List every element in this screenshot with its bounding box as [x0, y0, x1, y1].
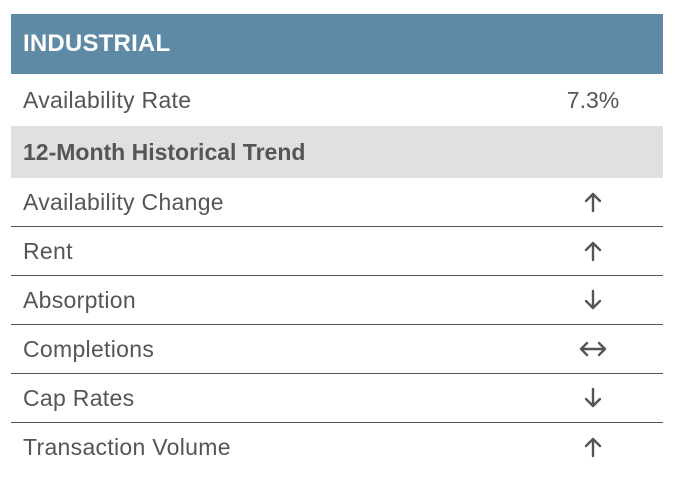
table-header: INDUSTRIAL [11, 14, 663, 74]
trend-label: Rent [23, 237, 73, 264]
availability-rate-label: Availability Rate [23, 86, 192, 113]
trend-label: Availability Change [23, 188, 224, 215]
trend-row-absorption: Absorption [11, 276, 663, 325]
trend-row-availability-change: Availability Change [11, 178, 663, 227]
arrow-down-icon [523, 387, 663, 409]
trend-row-rent: Rent [11, 227, 663, 276]
industrial-market-table: INDUSTRIAL Availability Rate 7.3% 12-Mon… [11, 14, 663, 471]
trend-label: Cap Rates [23, 384, 135, 411]
trend-row-cap-rates: Cap Rates [11, 374, 663, 423]
arrow-up-icon [523, 240, 663, 262]
arrow-up-icon [523, 436, 663, 458]
arrow-left-right-icon [523, 339, 663, 359]
availability-rate-row: Availability Rate 7.3% [11, 74, 663, 126]
header-title: INDUSTRIAL [23, 30, 171, 57]
trend-label: Completions [23, 335, 155, 362]
trend-row-transaction-volume: Transaction Volume [11, 423, 663, 471]
arrow-up-icon [523, 191, 663, 213]
trend-row-completions: Completions [11, 325, 663, 374]
trend-label: Transaction Volume [23, 433, 231, 460]
section-title: 12-Month Historical Trend [23, 138, 306, 165]
section-header: 12-Month Historical Trend [11, 126, 663, 178]
arrow-down-icon [523, 289, 663, 311]
trend-label: Absorption [23, 286, 136, 313]
availability-rate-value: 7.3% [566, 86, 620, 113]
